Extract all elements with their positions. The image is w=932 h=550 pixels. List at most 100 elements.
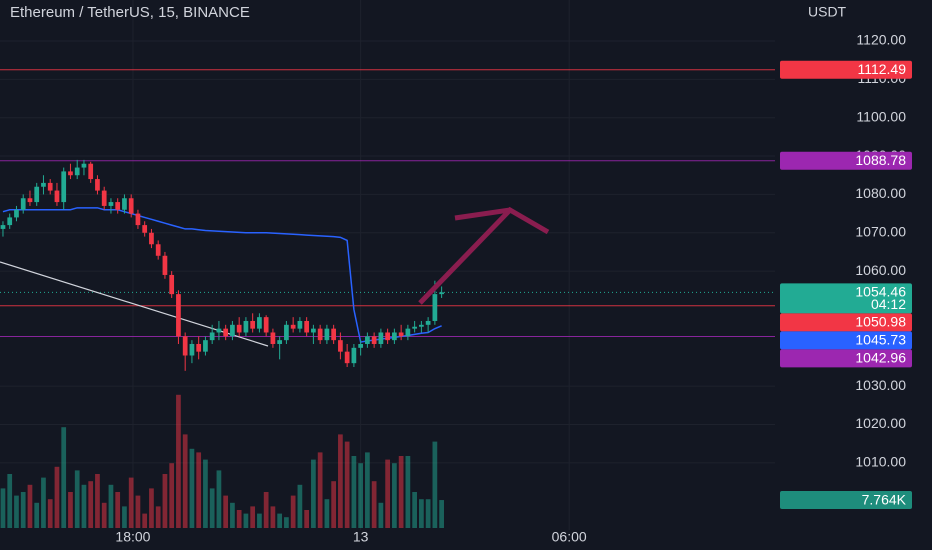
volume-bar: [196, 452, 202, 528]
volume-bar: [182, 434, 188, 528]
x-tick-label: 06:00: [552, 529, 587, 545]
volume-bar: [230, 502, 235, 528]
volume-bar: [149, 488, 154, 528]
candle-body: [27, 198, 33, 203]
volume-bar: [425, 499, 431, 528]
volume-bar: [115, 492, 121, 528]
candle-body: [203, 340, 208, 352]
candle-body: [0, 225, 6, 229]
candle-body: [88, 163, 94, 180]
grid: [0, 0, 775, 530]
volume-bar: [290, 495, 296, 528]
volume-tag: [780, 491, 912, 510]
volume-bar: [344, 441, 350, 528]
volume-bar: [88, 481, 94, 528]
volume-bar: [27, 484, 33, 528]
volume-bar: [385, 459, 390, 528]
countdown: 04:12: [871, 296, 906, 312]
price-tag: [780, 349, 912, 368]
candles: [0, 159, 444, 371]
volume-tag-label: 7.764K: [862, 491, 907, 507]
chart-title: Ethereum / TetherUS, 15, BINANCE: [10, 4, 250, 21]
volume-bar: [398, 456, 404, 528]
price-tag: [780, 60, 912, 79]
volume-bar: [47, 499, 53, 528]
volume-bar: [257, 513, 262, 528]
volume-bar: [135, 495, 141, 528]
candle-body: [250, 320, 256, 329]
candle-body: [149, 232, 154, 245]
volume-bar: [351, 456, 357, 528]
y-tick-label: 1030.00: [855, 377, 906, 393]
candle-body: [176, 294, 181, 337]
candle-body: [223, 328, 229, 337]
x-tick-label: 13: [353, 529, 369, 545]
candle-body: [74, 167, 80, 176]
candle-body: [81, 163, 87, 168]
candle-body: [122, 198, 127, 210]
volume-bar: [41, 477, 46, 528]
volume-bar: [223, 495, 229, 528]
volume-bar: [216, 470, 222, 528]
y-tick-label: 1020.00: [855, 415, 906, 431]
y-tick-label: 1100.00: [856, 108, 906, 124]
candle-body: [419, 324, 424, 327]
volume-bar: [338, 434, 343, 528]
price-tag: [780, 331, 912, 350]
volume-bar: [358, 463, 364, 528]
candle-body: [317, 328, 323, 341]
candle-body: [351, 347, 357, 364]
candle-body: [290, 324, 296, 329]
candle-body: [432, 294, 438, 321]
price-tag-label: 1042.96: [855, 350, 906, 366]
price-tag: [780, 283, 912, 314]
volume-bar: [14, 495, 19, 528]
volume-bar: [311, 459, 316, 528]
candle-body: [392, 332, 397, 341]
volume-bar: [142, 513, 148, 528]
candle-body: [34, 186, 40, 203]
volume-bar: [176, 394, 181, 528]
y-tick-label: 1080.00: [855, 185, 906, 201]
volume-bar: [263, 492, 269, 528]
candle-body: [378, 332, 384, 344]
x-tick-label: 18:00: [115, 529, 150, 545]
volume-bar: [324, 499, 330, 528]
price-tag-label: 1054.46: [855, 284, 906, 300]
candle-body: [425, 320, 431, 325]
volume-bar: [419, 499, 424, 528]
volume-bar: [189, 448, 195, 528]
candle-body: [20, 198, 26, 210]
candle-body: [230, 324, 235, 337]
volume-bar: [61, 427, 67, 528]
volume-bar: [162, 474, 168, 528]
arrow-drawing: [418, 206, 550, 305]
candle-body: [108, 202, 114, 206]
volume-bar: [203, 459, 208, 528]
candle-body: [270, 332, 276, 344]
candle-body: [263, 317, 269, 333]
volume-bar: [284, 517, 289, 528]
volume-bar: [169, 463, 175, 528]
volume-bar: [74, 470, 80, 528]
candle-body: [439, 292, 444, 295]
volume-bar: [405, 456, 411, 528]
candle-body: [277, 340, 283, 344]
price-tag-label: 1050.98: [855, 314, 906, 330]
candle-body: [385, 332, 390, 341]
candle-body: [405, 328, 411, 337]
candle-body: [209, 332, 215, 341]
candle-body: [101, 190, 107, 206]
volume-bar: [432, 441, 438, 528]
candle-body: [7, 217, 13, 226]
y-tick-label: 1060.00: [855, 262, 906, 278]
candle-body: [189, 343, 195, 356]
candle-body: [358, 343, 364, 348]
volume-bar: [365, 452, 370, 528]
candle-body: [54, 190, 60, 203]
volume-bar: [128, 477, 134, 528]
volume-bar: [34, 502, 40, 528]
candle-body: [47, 182, 53, 191]
volume-bar: [95, 474, 100, 528]
